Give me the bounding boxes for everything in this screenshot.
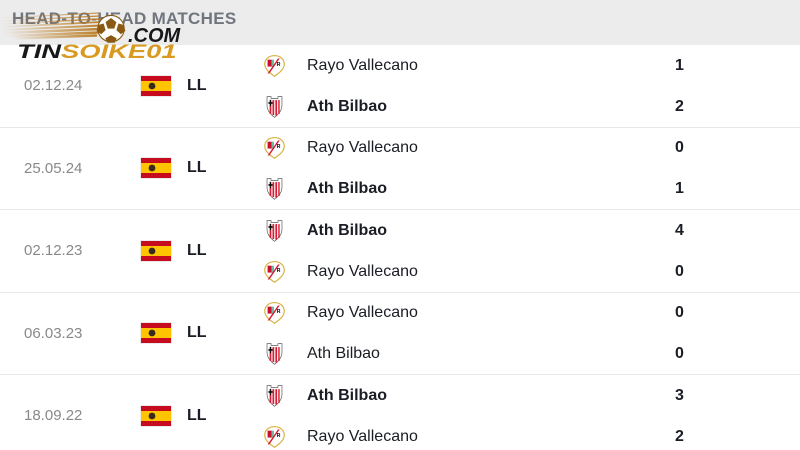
svg-text:R: R (277, 309, 281, 315)
svg-text:R: R (277, 144, 281, 150)
svg-text:R: R (277, 62, 281, 68)
svg-text:R: R (277, 433, 281, 439)
svg-text:R: R (277, 268, 281, 274)
